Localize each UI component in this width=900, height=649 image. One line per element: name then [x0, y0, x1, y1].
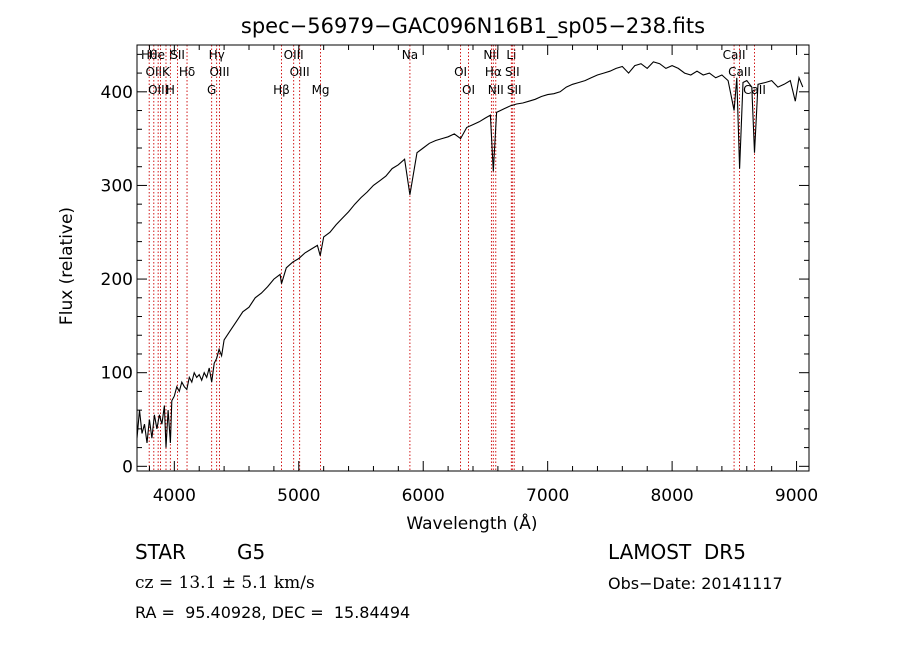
object-subclass: G5: [237, 540, 266, 564]
line-label-8: Hδ: [179, 65, 195, 79]
plot-axes: 4000 5000 6000 7000 8000 9000 0 100 200 300 400: [101, 44, 818, 506]
y-tick-label-400: 400: [101, 83, 133, 103]
y-tick-label-0: 0: [122, 457, 133, 477]
line-label-3: OIII: [148, 83, 168, 97]
line-label-20: Hα: [485, 65, 502, 79]
line-label-10: Hγ: [209, 48, 225, 62]
y-tick-label-200: 200: [101, 270, 133, 290]
y-tick-label-300: 300: [101, 176, 133, 196]
plot-frame: [136, 44, 810, 472]
line-label-25: CaII: [723, 48, 746, 62]
x-tick-label-8000: 8000: [650, 486, 693, 506]
line-label-6: H: [166, 83, 175, 97]
x-tick-label-4000: 4000: [153, 486, 196, 506]
line-label-7: SII: [170, 48, 185, 62]
line-label-21: NII: [488, 83, 504, 97]
spectrum-series: [136, 61, 804, 448]
line-label-17: OI: [454, 65, 467, 79]
object-class: STAR: [135, 540, 186, 564]
line-label-2: OII: [146, 65, 163, 79]
line-label-13: OIII: [284, 48, 304, 62]
coordinates-readout: RA = 95.40928, DEC = 15.84494: [135, 603, 411, 622]
line-label-26: CaII: [728, 65, 751, 79]
observation-date: Obs−Date: 20141117: [608, 574, 783, 593]
line-label-9: G: [207, 83, 216, 97]
chart-title: spec−56979−GAC096N16B1_sp05−238.fits: [241, 14, 705, 39]
line-label-11: OIII: [209, 65, 229, 79]
line-label-1: Hθ: [141, 48, 157, 62]
x-tick-label-6000: 6000: [402, 486, 445, 506]
survey-name: LAMOST DR5: [608, 540, 746, 564]
y-axis-label: Flux (relative): [57, 207, 77, 325]
line-label-22: Li: [506, 48, 516, 62]
line-label-27: CaII: [743, 83, 766, 97]
line-label-23: SII: [505, 65, 520, 79]
velocity-readout: cz = 13.1 ± 5.1 km/s: [135, 573, 315, 593]
x-axis-label: Wavelength (Å): [406, 512, 537, 534]
x-tick-label-5000: 5000: [277, 486, 320, 506]
line-label-4: He I: [149, 48, 173, 62]
line-label-16: Na: [402, 48, 418, 62]
x-tick-label-9000: 9000: [775, 486, 818, 506]
line-label-24: SII: [507, 83, 522, 97]
line-label-14: OIII: [290, 65, 310, 79]
line-label-19: NII: [483, 48, 499, 62]
y-tick-label-100: 100: [101, 364, 133, 384]
x-tick-label-7000: 7000: [526, 486, 569, 506]
line-label-5: K: [162, 65, 171, 79]
line-label-12: Hβ: [273, 83, 290, 97]
line-label-15: Mg: [312, 83, 330, 97]
line-label-18: OI: [462, 83, 475, 97]
